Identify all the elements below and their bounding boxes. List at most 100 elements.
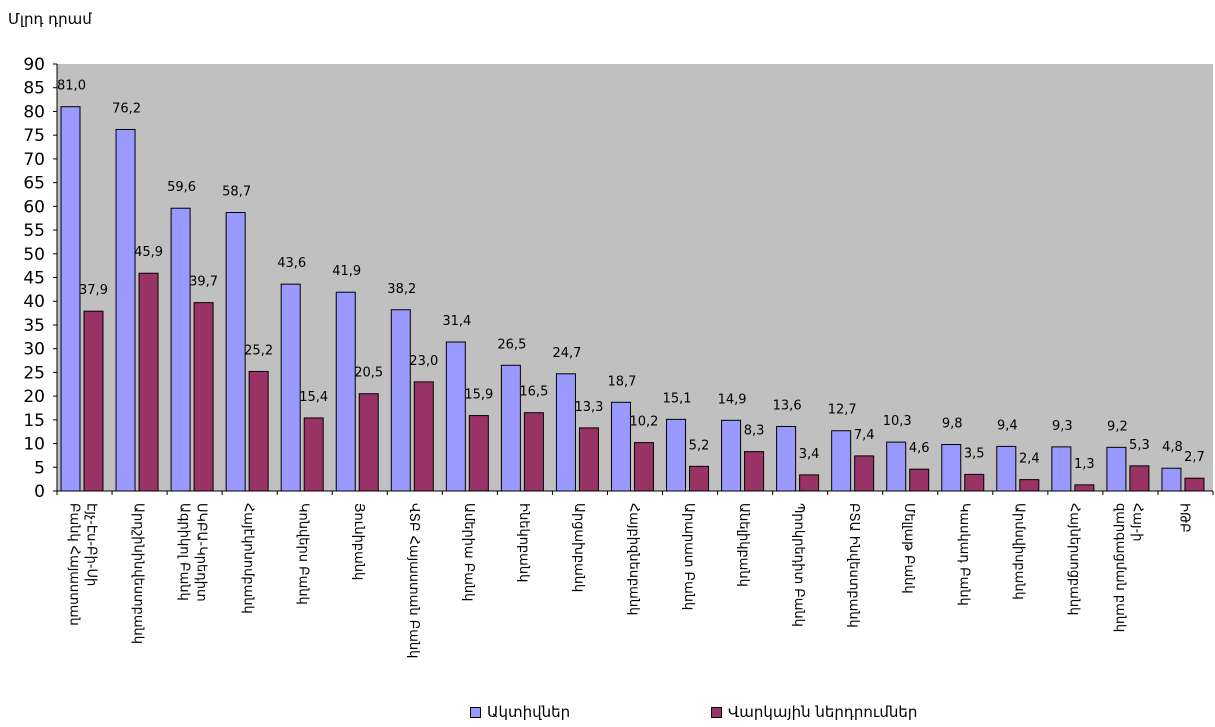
bar-loans <box>248 370 269 492</box>
y-tick-label: 80 <box>23 102 45 122</box>
data-label-loans: 5,2 <box>689 438 710 453</box>
data-label-loans: 10,2 <box>629 415 658 430</box>
data-label-assets: 12,7 <box>828 403 857 418</box>
y-tick-label: 60 <box>23 197 45 217</box>
data-label-assets: 26,5 <box>497 337 526 352</box>
x-category-label: ՍԿԲԱ-ԿրեդիտԱգրիկոլ Բանկ <box>177 503 209 602</box>
bar-loans <box>578 427 599 492</box>
bar-assets <box>445 341 466 492</box>
x-category-label: Հայէկոնոմբանկ <box>241 503 256 614</box>
x-category-label: ԲՏԱ Ինվեստբանկ <box>846 503 861 628</box>
bar-assets <box>886 441 907 492</box>
bar-loans <box>523 412 544 492</box>
data-label-assets: 4,8 <box>1162 440 1183 455</box>
data-label-loans: 5,3 <box>1129 438 1150 453</box>
x-category-label: Ինեկոբանկ <box>516 503 531 582</box>
bar-loans <box>1019 479 1040 492</box>
y-axis-unit-label: Մլրդ դրամ <box>8 10 92 28</box>
data-label-loans: 25,2 <box>244 343 273 358</box>
x-category-label: Անելիկբանկ <box>736 503 751 587</box>
data-label-assets: 58,7 <box>222 185 251 200</box>
bar-assets <box>225 212 246 492</box>
data-label-loans: 15,9 <box>464 388 493 403</box>
bar-assets <box>390 309 411 492</box>
x-category-label: Հայբիզնեսբանկ <box>626 503 641 615</box>
bar-loans <box>689 465 710 492</box>
bar-loans <box>909 468 930 492</box>
bar-loans <box>1074 484 1095 492</box>
data-label-loans: 4,6 <box>909 441 930 456</box>
bar-loans <box>964 473 985 492</box>
bar-loans <box>303 417 324 492</box>
x-category-label: Արդշինինվեստբանկ <box>131 503 146 644</box>
bar-loans <box>413 381 434 492</box>
data-label-assets: 14,9 <box>718 392 747 407</box>
x-category-label: ՎՏԲ Հայաստան Բանկ <box>406 503 421 658</box>
bar-assets <box>996 445 1017 492</box>
y-tick-label: 85 <box>23 79 45 99</box>
bar-assets <box>1106 446 1127 492</box>
data-label-assets: 9,4 <box>997 418 1018 433</box>
legend-label-assets: Ակտիվներ <box>487 703 571 721</box>
data-label-assets: 9,8 <box>942 417 963 432</box>
data-label-assets: 59,6 <box>167 180 196 195</box>
data-label-loans: 15,4 <box>299 390 328 405</box>
data-label-assets: 38,2 <box>387 282 416 297</box>
x-category-label: ԻԹԲ <box>1176 503 1191 533</box>
y-tick-label: 40 <box>23 292 45 312</box>
bar-loans <box>744 451 765 492</box>
bar-assets <box>170 207 191 492</box>
x-category-label: Արմսվիսբանկ <box>1011 503 1026 600</box>
y-tick-label: 90 <box>23 55 45 75</box>
bar-loans <box>193 302 214 492</box>
bar-assets <box>1051 446 1072 492</box>
y-tick-label: 10 <box>23 435 45 455</box>
bar-assets <box>610 401 631 492</box>
bar-assets <box>115 128 136 492</box>
y-tick-label: 15 <box>23 411 45 431</box>
bar-assets <box>335 291 356 492</box>
bar-loans <box>83 310 104 492</box>
x-category-label: Հայներսոցբանկ <box>1066 503 1081 615</box>
bar-assets <box>831 430 852 492</box>
bar-assets <box>60 106 81 492</box>
data-label-assets: 9,2 <box>1107 419 1128 434</box>
data-label-assets: 9,3 <box>1052 419 1073 434</box>
y-tick-label: 65 <box>23 174 45 194</box>
bar-loans <box>468 415 489 492</box>
bar-assets <box>941 444 962 492</box>
y-tick-label: 70 <box>23 150 45 170</box>
x-category-label: Էյչ-Էս-Բի-ՍիԲանկ Հայաստան <box>67 503 99 626</box>
x-category-label: Հայ-իզարգացման բանկ <box>1112 503 1144 632</box>
data-label-loans: 23,0 <box>409 354 438 369</box>
y-tick-label: 20 <box>23 387 45 407</box>
bar-loans <box>1129 465 1150 492</box>
bar-loans <box>138 272 159 492</box>
y-tick-label: 45 <box>23 269 45 289</box>
bar-assets <box>666 418 687 492</box>
data-label-loans: 2,7 <box>1184 450 1205 465</box>
data-label-loans: 45,9 <box>134 245 163 260</box>
data-label-assets: 31,4 <box>442 314 471 329</box>
legend-item-assets: Ակտիվներ <box>470 703 570 721</box>
data-label-assets: 43,6 <box>277 256 306 271</box>
data-label-loans: 8,3 <box>744 424 765 439</box>
data-label-assets: 24,7 <box>552 346 581 361</box>
bar-loans <box>854 455 875 492</box>
x-category-label: Յունիբանկ <box>351 503 366 580</box>
x-category-label: Արարատ Բանկ <box>681 503 696 610</box>
x-category-label: Ամերիա Բանկ <box>461 503 476 601</box>
data-label-assets: 41,9 <box>332 264 361 279</box>
data-label-loans: 39,7 <box>189 275 218 290</box>
x-category-label: Կոնվերս Բանկ <box>296 503 311 605</box>
bar-loans <box>799 474 820 492</box>
data-label-assets: 15,1 <box>663 391 692 406</box>
y-tick-label: 25 <box>23 363 45 383</box>
x-category-label: Կասկադ Բանկ <box>956 503 971 606</box>
data-label-loans: 13,3 <box>574 400 603 415</box>
data-label-assets: 81,0 <box>57 79 86 94</box>
y-tick-label: 0 <box>34 482 45 502</box>
data-label-assets: 18,7 <box>607 374 636 389</box>
data-label-loans: 7,4 <box>854 428 875 443</box>
bar-assets <box>721 419 742 492</box>
